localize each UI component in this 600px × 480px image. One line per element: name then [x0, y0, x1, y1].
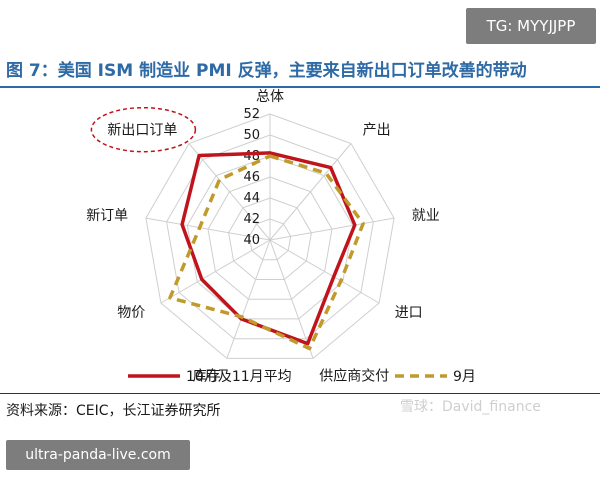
footer-divider [0, 393, 600, 394]
spoke-1 [269, 143, 352, 241]
tick-label-46: 46 [243, 170, 260, 185]
tick-label-40: 40 [243, 233, 260, 248]
spoke-8 [188, 143, 271, 241]
grid-ring-42 [248, 218, 292, 261]
category-label-8: 新出口订单 [107, 123, 177, 139]
category-label-0: 总体 [256, 89, 284, 105]
url-badge: ultra-panda-live.com [6, 440, 190, 470]
category-label-5: 库存 [193, 368, 221, 384]
category-label-2: 就业 [412, 208, 440, 224]
grid-ring-50 [166, 134, 374, 340]
grid-ring-46 [207, 176, 333, 300]
series-line-0 [180, 151, 357, 346]
source-note: 资料来源：CEIC，长江证券研究所 [6, 403, 221, 419]
grid-ring-52 [145, 113, 395, 359]
figure-title: 图 7：美国 ISM 制造业 PMI 反弹，主要来自新出口订单改善的带动 [6, 61, 527, 81]
radar-chart: 40424446485052总体产出就业进口供应商交付库存物价新订单新出口订单1… [86, 89, 476, 385]
spoke-5 [226, 239, 271, 359]
legend-label-0: 10月及11月平均 [186, 369, 292, 385]
legend-label-1: 9月 [453, 369, 476, 385]
grid-ring-48 [186, 155, 354, 320]
category-label-1: 产出 [363, 123, 391, 139]
spoke-3 [269, 239, 380, 304]
category-label-6: 物价 [117, 305, 145, 321]
spoke-4 [269, 239, 314, 359]
category-label-7: 新订单 [86, 208, 128, 224]
spoke-6 [160, 239, 271, 304]
spoke-2 [269, 217, 395, 241]
tick-label-44: 44 [243, 191, 260, 206]
annotation-ellipse [90, 106, 197, 153]
grid-ring-44 [228, 197, 312, 280]
category-label-4: 供应商交付 [319, 367, 389, 384]
title-divider [0, 86, 600, 88]
tick-label-50: 50 [243, 128, 260, 143]
tg-badge: TG: MYYJJPP [466, 8, 596, 44]
spoke-7 [145, 217, 271, 241]
series-line-1 [168, 154, 365, 351]
category-label-3: 进口 [395, 305, 423, 321]
watermark: 雪球：David_finance [400, 399, 541, 415]
tick-label-42: 42 [243, 212, 260, 227]
tick-label-52: 52 [243, 107, 260, 122]
